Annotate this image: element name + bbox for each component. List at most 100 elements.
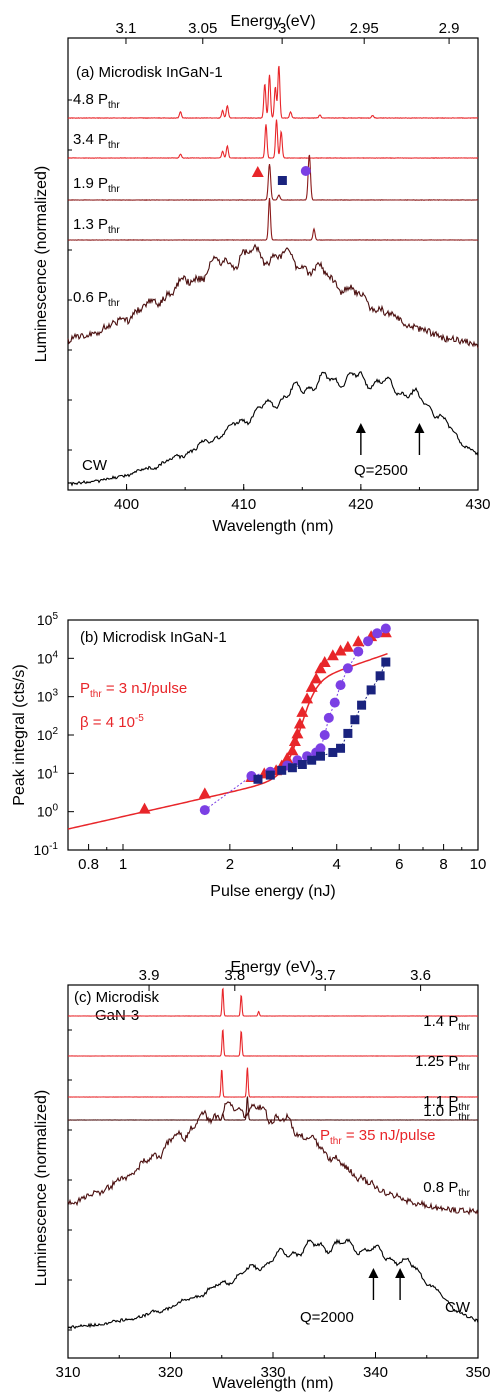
- panel-a-series-2: [67, 154, 479, 201]
- panel-c-series-label-1: 1.25 Pthr: [415, 1053, 471, 1073]
- panel-a-x2tick-label: 3.1: [116, 20, 137, 37]
- data-point-triangle: [314, 662, 327, 674]
- panel-a-xtick-label: 430: [465, 496, 490, 513]
- q-annotation: Q=2500: [354, 462, 408, 479]
- data-point-triangle: [301, 692, 314, 704]
- data-point-square: [315, 751, 325, 761]
- panel-a-y-label: Luminescence (normalized): [33, 166, 50, 363]
- panel-a-series-label-3: 1.3 Pthr: [73, 216, 120, 236]
- data-point-triangle: [296, 705, 309, 717]
- panel-a-series-3: [67, 197, 479, 241]
- data-point-circle: [380, 623, 391, 634]
- panel-c-series-1: [68, 1028, 479, 1057]
- data-point-triangle: [286, 744, 299, 756]
- panel-c-series-label-0: 1.4 Pthr: [423, 1013, 470, 1033]
- circle-marker: [300, 166, 311, 176]
- data-point-square: [366, 685, 376, 695]
- panel-b-xtick-label: 6: [395, 856, 403, 873]
- panel-a-series-4: [67, 243, 479, 349]
- data-point-triangle: [288, 734, 301, 746]
- data-point-triangle: [305, 680, 318, 692]
- panel-c-x2tick-label: 3.7: [315, 967, 336, 984]
- panel-a: Energy (eV) Wavelength (nm) Luminescence…: [33, 13, 491, 535]
- panel-c-series-label-5: CW: [445, 1299, 471, 1316]
- panel-b-beta-note: β = 4 10-5: [80, 713, 144, 731]
- panel-b-xtick-label: 10: [470, 856, 487, 873]
- data-point-triangle: [198, 787, 211, 799]
- data-point-triangle: [138, 802, 151, 814]
- q-arrow-head: [368, 1268, 379, 1278]
- panel-a-annotation: (a) Microdisk InGaN-1: [76, 64, 223, 81]
- data-point-circle: [323, 712, 334, 723]
- data-point-circle: [372, 628, 383, 639]
- panel-c-xtick-label: 340: [363, 1364, 388, 1381]
- data-point-triangle: [293, 717, 306, 729]
- data-point-square: [253, 774, 263, 784]
- panel-a-series-label-0: 4.8 Pthr: [73, 91, 120, 111]
- panel-c-xtick-label: 330: [260, 1364, 285, 1381]
- q-arrow-head: [355, 423, 366, 433]
- panel-b-xtick-label: 2: [226, 856, 234, 873]
- panel-c-annotation-l1: (c) Microdisk: [74, 989, 159, 1006]
- panel-b-x-label: Pulse energy (nJ): [210, 883, 335, 900]
- panel-a-xtick-label: 420: [348, 496, 373, 513]
- panel-a-series-1: [67, 119, 479, 159]
- data-point-square: [357, 700, 367, 710]
- triangle-marker: [251, 166, 264, 177]
- panel-b-pthr-note: Pthr = 3 nJ/pulse: [80, 680, 187, 700]
- data-point-circle: [363, 636, 374, 647]
- data-point-square: [328, 747, 338, 757]
- panel-b-ytick-label: 100: [37, 803, 59, 820]
- data-point-circle: [342, 663, 353, 674]
- panel-c-series-4: [67, 1101, 479, 1216]
- panel-b-y-label: Peak integral (cts/s): [11, 664, 28, 805]
- panel-c-series-5: [67, 1238, 479, 1330]
- data-point-circle: [329, 697, 340, 708]
- data-point-square: [297, 759, 307, 769]
- data-point-triangle: [334, 644, 347, 656]
- data-point-circle: [335, 680, 346, 691]
- panel-c-pthr-note: Pthr = 35 nJ/pulse: [320, 1127, 436, 1147]
- panel-c-x2-label: Energy (eV): [230, 959, 315, 976]
- panel-a-frame: [67, 37, 479, 491]
- data-point-circle: [315, 743, 326, 754]
- panel-b-ytick-label: 104: [37, 649, 59, 666]
- panel-a-x-label: Wavelength (nm): [212, 518, 333, 535]
- panel-a-series-0: [67, 65, 478, 119]
- q-arrow-head: [395, 1268, 406, 1278]
- data-point-triangle: [310, 672, 323, 684]
- panel-a-x2tick-label: 2.9: [439, 20, 460, 37]
- panel-c-series-0: [68, 987, 479, 1017]
- panel-c-x2tick-label: 3.9: [139, 967, 160, 984]
- panel-a-series-label-5: CW: [82, 457, 108, 474]
- panel-c-series-3: [67, 1096, 478, 1121]
- panel-c-x2tick-label: 3.8: [224, 967, 245, 984]
- panel-c-series-2: [68, 1067, 479, 1098]
- panel-b-ytick-label: 105: [37, 611, 59, 628]
- panel-c-series-label-3: 1.0 Pthr: [423, 1103, 470, 1123]
- panel-c-xtick-label: 310: [55, 1364, 80, 1381]
- data-point-circle: [199, 805, 210, 816]
- data-point-square: [265, 770, 275, 780]
- data-point-triangle: [352, 635, 365, 647]
- panel-a-x2tick-label: 3: [278, 20, 286, 37]
- panel-a-series-5: [67, 371, 479, 487]
- panel-b-ytick-label: 101: [37, 764, 59, 781]
- panel-b-xtick-label: 4: [333, 856, 341, 873]
- panel-b-xtick-label: 0.8: [78, 856, 99, 873]
- panel-c-y-label: Luminescence (normalized): [33, 1090, 50, 1287]
- panel-a-series-label-1: 3.4 Pthr: [73, 131, 120, 151]
- panel-b-annotation: (b) Microdisk InGaN-1: [80, 629, 227, 646]
- panel-c-series-label-2: 1.1 Pthr: [423, 1093, 470, 1113]
- data-point-square: [307, 755, 317, 765]
- q-arrow-head: [414, 423, 425, 433]
- data-point-square: [350, 715, 360, 725]
- data-point-triangle: [291, 727, 304, 739]
- data-point-square: [381, 657, 391, 667]
- panel-c-x2tick-label: 3.6: [410, 967, 431, 984]
- panel-b-ytick-label: 102: [37, 726, 59, 743]
- data-point-triangle: [318, 656, 331, 668]
- panel-c-xtick-label: 350: [465, 1364, 490, 1381]
